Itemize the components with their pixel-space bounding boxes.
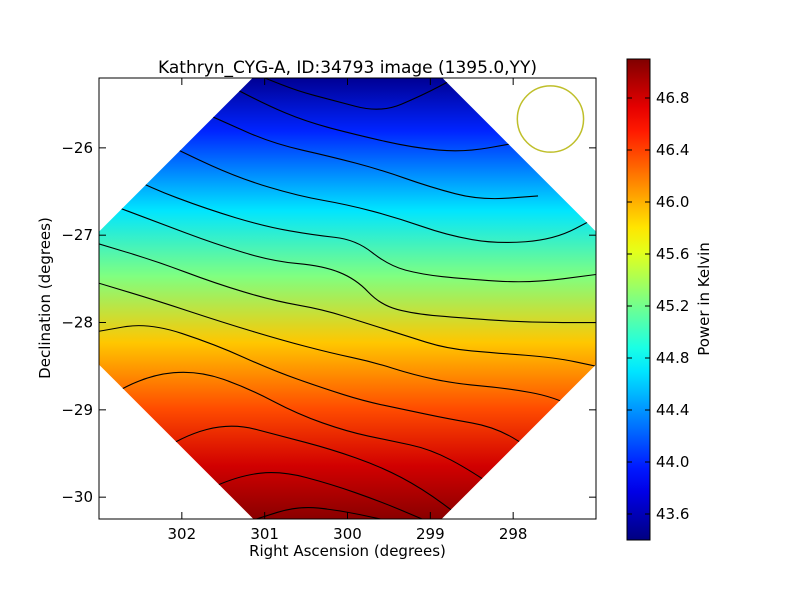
- beam-circle: [516, 85, 585, 153]
- colorbar-label: Power in Kelvin: [695, 242, 713, 356]
- contour-line-9: [99, 325, 580, 481]
- y-tick-label: −29: [61, 401, 93, 419]
- contour-lines: [99, 78, 596, 519]
- colorbar-tick-label: 43.6: [656, 505, 689, 523]
- contour-line-7: [99, 243, 596, 367]
- y-tick-label: −30: [61, 488, 93, 506]
- colorbar-ticks: 43.6 44.0 44.4 44.8 45.2 45.6 46.0 46.4 46.8: [627, 89, 689, 523]
- colorbar-tick-label: 45.6: [656, 245, 689, 263]
- x-tick-label: 298: [499, 525, 528, 543]
- x-tick-label: 302: [168, 525, 197, 543]
- x-axis-label: Right Ascension (degrees): [249, 542, 446, 560]
- contour-line-8: [99, 282, 596, 420]
- chart-title: Kathryn_CYG-A, ID:34793 image (1395.0,YY…: [158, 58, 537, 78]
- contour-line-2: [214, 78, 514, 152]
- y-tick-label: −27: [61, 226, 93, 244]
- y-tick-label: −26: [61, 139, 93, 157]
- colorbar: 43.6 44.0 44.4 44.8 45.2 45.6 46.0 46.4 46.8 Pow…: [626, 58, 713, 541]
- colorbar-tick-label: 46.0: [656, 193, 689, 211]
- y-axis-ticks: −26 −27 −28 −29 −30: [61, 139, 596, 506]
- colorbar-tick-label: 46.8: [656, 89, 689, 107]
- contour-line-1: [264, 78, 456, 110]
- contour-line-5: [99, 160, 596, 283]
- contour-line-13: [256, 506, 381, 519]
- colorbar-tick-label: 45.2: [656, 297, 689, 315]
- contour-line-10: [99, 371, 522, 507]
- contour-line-6: [99, 199, 596, 324]
- colorbar-tick-label: 46.4: [656, 141, 689, 159]
- x-axis-ticks: 302 301 300 299 298: [168, 78, 528, 543]
- colorbar-tick-label: 44.8: [656, 349, 689, 367]
- contour-line-4: [131, 125, 596, 244]
- y-tick-label: −28: [61, 314, 93, 332]
- x-tick-label: 301: [250, 525, 279, 543]
- x-tick-label: 299: [416, 525, 445, 543]
- colorbar-tick-label: 44.0: [656, 453, 689, 471]
- y-axis-label: Declination (degrees): [36, 217, 54, 379]
- colorbar-bar: [626, 58, 651, 541]
- plot-area: [98, 77, 597, 520]
- colorbar-tick-label: 44.4: [656, 401, 689, 419]
- x-tick-label: 300: [333, 525, 362, 543]
